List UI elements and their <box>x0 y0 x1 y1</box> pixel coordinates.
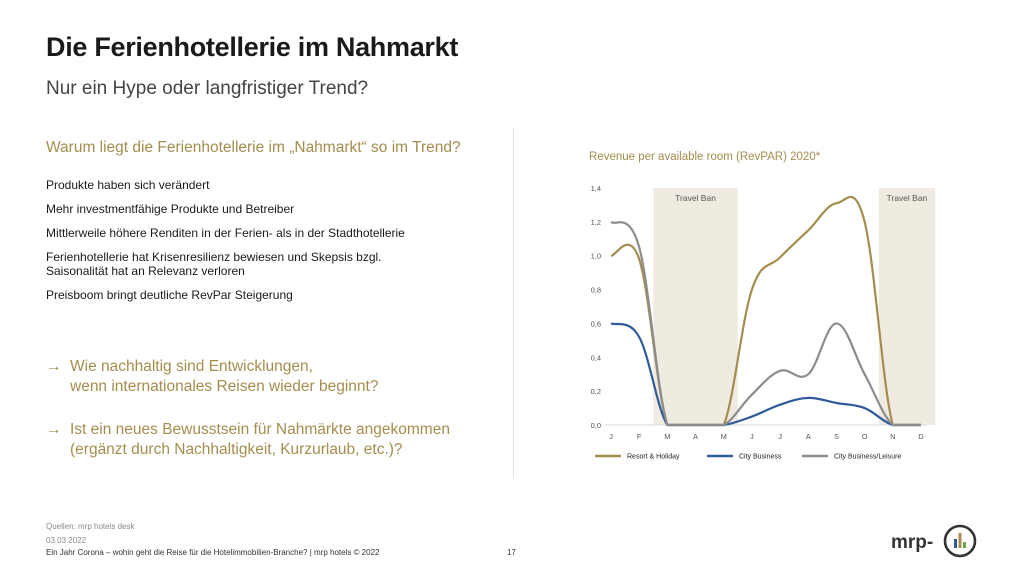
bullet-item: Produkte haben sich verändert <box>46 178 210 192</box>
question-line: Ist ein neues Bewusstsein für Nahmärkte … <box>70 421 450 438</box>
x-tick-label: F <box>637 432 642 441</box>
legend-label: City Business/Leisure <box>834 454 901 461</box>
logo-text: mrp- <box>891 532 933 553</box>
bullet-line: Ferienhotellerie hat Krisenresilienz bew… <box>46 250 382 264</box>
bullet-item-multiline: Ferienhotellerie hat Krisenresilienz bew… <box>46 250 486 278</box>
y-tick-label: 0,8 <box>591 286 601 295</box>
question-2: → Ist ein neues Bewusstsein für Nahmärkt… <box>46 420 506 460</box>
travel-ban-label: Travel Ban <box>675 193 716 203</box>
legend-label: City Business <box>739 454 782 461</box>
footer-caption: Ein Jahr Corona – wohin geht die Reise f… <box>46 548 380 557</box>
legend-label: Resort & Holiday <box>627 454 680 461</box>
bullet-item: Preisboom bringt deutliche RevPar Steige… <box>46 288 293 302</box>
travel-ban-band <box>653 188 738 425</box>
question-1: → Wie nachhaltig sind Entwicklungen, wen… <box>46 357 506 397</box>
page-number: 17 <box>507 548 516 557</box>
y-tick-label: 0,4 <box>591 353 601 362</box>
x-tick-label: S <box>834 432 839 441</box>
bullet-item: Mittlerweile höhere Renditen in der Feri… <box>46 226 405 240</box>
slide-subtitle: Nur ein Hype oder langfristiger Trend? <box>46 78 369 99</box>
chart-title: Revenue per available room (RevPAR) 2020… <box>589 151 821 163</box>
footer-date: 03.03.2022 <box>46 536 87 545</box>
question-line: Wie nachhaltig sind Entwicklungen, <box>70 358 313 375</box>
arrow-right-icon: → <box>46 421 62 438</box>
section-heading: Warum liegt die Ferienhotellerie im „Nah… <box>46 139 461 156</box>
y-tick-label: 1,2 <box>591 218 601 227</box>
bullet-line: Saisonalität hat an Relevanz verloren <box>46 264 245 278</box>
column-divider <box>513 128 514 478</box>
x-tick-label: A <box>806 432 811 441</box>
bullet-item: Mehr investmentfähige Produkte und Betre… <box>46 202 295 216</box>
arrow-right-icon: → <box>46 358 62 375</box>
question-line: wenn internationales Reisen wieder begin… <box>70 378 379 395</box>
y-tick-label: 1,0 <box>591 252 601 261</box>
x-tick-label: J <box>609 432 613 441</box>
x-tick-label: D <box>918 432 924 441</box>
x-tick-label: M <box>721 432 727 441</box>
x-tick-label: N <box>890 432 895 441</box>
y-tick-label: 0,2 <box>591 387 601 396</box>
mrp-logo-icon <box>943 524 977 558</box>
bullet-list: Produkte haben sich verändert Mehr inves… <box>46 178 486 312</box>
series-line <box>610 220 921 427</box>
y-tick-label: 1,4 <box>591 184 601 193</box>
y-tick-label: 0,0 <box>591 421 601 430</box>
x-tick-label: J <box>778 432 782 441</box>
travel-ban-label: Travel Ban <box>887 193 928 203</box>
slide-title: Die Ferienhotellerie im Nahmarkt <box>46 32 459 62</box>
x-tick-label: M <box>664 432 670 441</box>
x-tick-label: A <box>693 432 698 441</box>
x-tick-label: J <box>750 432 754 441</box>
mrp-logo: mrp- <box>891 524 977 558</box>
question-line: (ergänzt durch Nachhaltigkeit, Kurzurlau… <box>70 441 403 458</box>
series-line <box>610 322 921 427</box>
footer-source: Quellen: mrp hotels desk <box>46 522 135 531</box>
x-tick-label: O <box>862 432 868 441</box>
y-tick-label: 0,6 <box>591 319 601 328</box>
travel-ban-band <box>878 188 936 425</box>
